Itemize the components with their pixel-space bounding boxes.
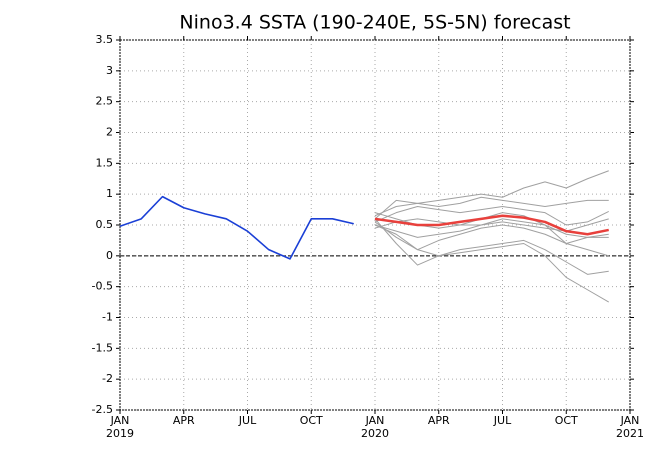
chart-title: Nino3.4 SSTA (190-240E, 5S-5N) forecast — [179, 12, 570, 34]
x-tick-label: JAN — [110, 414, 130, 427]
x-tick-label: JUL — [493, 414, 512, 427]
y-tick-label: -2 — [102, 372, 113, 385]
x-tick-label: APR — [173, 414, 195, 427]
plot-frame — [119, 39, 631, 411]
series-line — [374, 206, 609, 226]
y-tick-label: -1.5 — [92, 341, 113, 354]
series-line — [374, 170, 609, 217]
y-tick-label: 0 — [106, 249, 113, 262]
y-tick-label: -1 — [102, 311, 113, 324]
x-tick-label: APR — [428, 414, 450, 427]
y-tick-label: -2.5 — [92, 403, 113, 416]
x-tick-label: OCT — [555, 414, 578, 427]
x-tick-label: JUL — [238, 414, 257, 427]
y-tick-label: 2.5 — [96, 95, 114, 108]
series-line — [374, 218, 609, 275]
x-tick-sublabel: 2020 — [361, 427, 389, 440]
x-tick-label: OCT — [300, 414, 323, 427]
series-line — [374, 218, 609, 257]
x-tick-sublabel: 2019 — [106, 427, 134, 440]
y-tick-label: 3 — [106, 64, 113, 77]
series-line — [374, 214, 609, 236]
y-tick-label: 1.5 — [96, 156, 114, 169]
y-tick-label: -0.5 — [92, 280, 113, 293]
x-tick-label: JAN — [365, 414, 385, 427]
series-line — [374, 224, 610, 303]
y-tick-label: 3.5 — [96, 33, 114, 46]
y-tick-label: 0.5 — [96, 218, 114, 231]
series-line — [374, 218, 609, 238]
y-tick-label: 1 — [106, 187, 113, 200]
y-tick-label: 2 — [106, 126, 113, 139]
series-line — [374, 196, 609, 220]
series-line — [119, 195, 354, 260]
x-tick-label: JAN — [620, 414, 640, 427]
x-tick-sublabel: 2021 — [616, 427, 644, 440]
